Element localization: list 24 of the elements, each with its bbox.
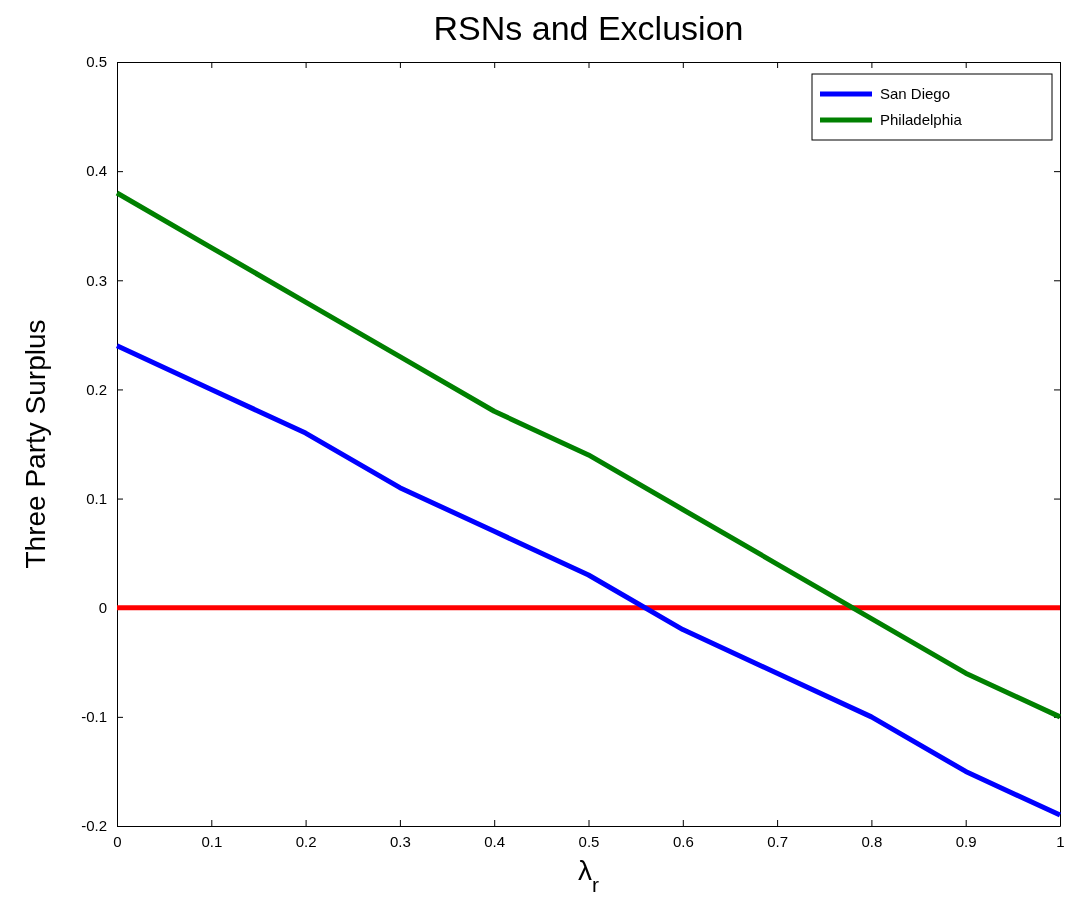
x-tick-label: 0.2 [295, 832, 317, 850]
x-tick-label: 1 [1056, 832, 1065, 850]
y-tick-label: 0 [98, 599, 107, 617]
x-tick-label: 0.3 [389, 832, 411, 850]
x-tick-label: 0.5 [578, 832, 600, 850]
y-tick-label: -0.1 [81, 708, 107, 726]
x-tick-label: 0.4 [484, 832, 506, 850]
legend-label: Philadelphia [880, 111, 963, 128]
y-tick-label: -0.2 [81, 817, 107, 835]
x-tick-label: 0.8 [861, 832, 883, 850]
x-tick-label: 0.9 [955, 832, 977, 850]
y-axis-title: Three Party Surplus [20, 319, 51, 569]
y-tick-label: 0.1 [86, 489, 107, 507]
y-tick-label: 0.4 [86, 162, 107, 180]
x-tick-label: 0.1 [201, 832, 223, 850]
y-tick-label: 0.2 [86, 380, 107, 398]
x-tick-label: 0.6 [672, 832, 694, 850]
y-tick-label: 0.5 [86, 53, 107, 71]
legend-label: San Diego [880, 85, 951, 102]
chart-title: RSNs and Exclusion [433, 9, 744, 47]
x-axis-title: λ$_{r}$ [578, 855, 599, 896]
x-tick-label: 0.7 [767, 832, 789, 850]
x-tick-label: 0 [113, 832, 122, 850]
y-tick-label: 0.3 [86, 271, 107, 289]
